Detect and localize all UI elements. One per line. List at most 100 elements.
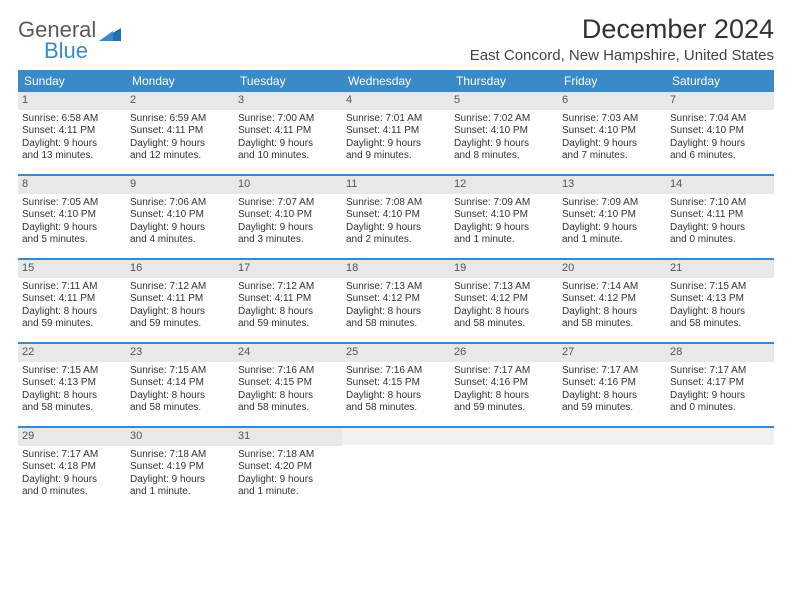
- day-number: 24: [234, 344, 342, 362]
- day-cell: 5Sunrise: 7:02 AMSunset: 4:10 PMDaylight…: [450, 92, 558, 174]
- daylight-line: and 2 minutes.: [346, 234, 446, 247]
- day-number: 15: [18, 260, 126, 278]
- sunset-line: Sunset: 4:10 PM: [562, 125, 662, 138]
- day-cell: 20Sunrise: 7:14 AMSunset: 4:12 PMDayligh…: [558, 260, 666, 342]
- daylight-line: and 59 minutes.: [22, 318, 122, 331]
- day-number: 18: [342, 260, 450, 278]
- logo: General Blue: [18, 20, 121, 61]
- daylight-line: and 8 minutes.: [454, 150, 554, 163]
- day-number: 28: [666, 344, 774, 362]
- daylight-line: and 58 minutes.: [562, 318, 662, 331]
- logo-word2: Blue: [44, 41, 121, 62]
- day-cell: 30Sunrise: 7:18 AMSunset: 4:19 PMDayligh…: [126, 428, 234, 510]
- day-cell: 8 Sunrise: 7:05 AMSunset: 4:10 PMDaylight…: [18, 176, 126, 258]
- sunrise-line: Sunrise: 7:04 AM: [670, 113, 770, 126]
- day-cell: 9Sunrise: 7:06 AMSunset: 4:10 PMDaylight…: [126, 176, 234, 258]
- day-number: 2: [126, 92, 234, 110]
- weeks-container: 1Sunrise: 6:58 AMSunset: 4:11 PMDaylight…: [18, 92, 774, 510]
- day-cell: [342, 428, 450, 510]
- daylight-line: and 58 minutes.: [238, 402, 338, 415]
- daylight-line: Daylight: 9 hours: [22, 222, 122, 235]
- daylight-line: and 58 minutes.: [454, 318, 554, 331]
- day-cell: 22Sunrise: 7:15 AMSunset: 4:13 PMDayligh…: [18, 344, 126, 426]
- day-cell: 15Sunrise: 7:11 AMSunset: 4:11 PMDayligh…: [18, 260, 126, 342]
- day-number: 23: [126, 344, 234, 362]
- daylight-line: and 0 minutes.: [670, 402, 770, 415]
- sunset-line: Sunset: 4:16 PM: [562, 377, 662, 390]
- sunset-line: Sunset: 4:10 PM: [238, 209, 338, 222]
- dow-wednesday: Wednesday: [342, 70, 450, 92]
- daylight-line: and 10 minutes.: [238, 150, 338, 163]
- daylight-line: and 13 minutes.: [22, 150, 122, 163]
- month-title: December 2024: [470, 14, 774, 45]
- daylight-line: Daylight: 8 hours: [22, 390, 122, 403]
- daylight-line: Daylight: 9 hours: [562, 138, 662, 151]
- week-row: 1Sunrise: 6:58 AMSunset: 4:11 PMDaylight…: [18, 92, 774, 176]
- day-number: 6: [558, 92, 666, 110]
- day-number: 3: [234, 92, 342, 110]
- day-number: 7: [666, 92, 774, 110]
- daylight-line: and 58 minutes.: [670, 318, 770, 331]
- daylight-line: and 59 minutes.: [238, 318, 338, 331]
- day-cell: 26Sunrise: 7:17 AMSunset: 4:16 PMDayligh…: [450, 344, 558, 426]
- sunrise-line: Sunrise: 7:06 AM: [130, 197, 230, 210]
- daylight-line: Daylight: 9 hours: [670, 222, 770, 235]
- sunrise-line: Sunrise: 7:13 AM: [346, 281, 446, 294]
- daylight-line: Daylight: 9 hours: [346, 138, 446, 151]
- daylight-line: and 12 minutes.: [130, 150, 230, 163]
- daylight-line: Daylight: 8 hours: [130, 390, 230, 403]
- daylight-line: and 7 minutes.: [562, 150, 662, 163]
- day-cell: 29Sunrise: 7:17 AMSunset: 4:18 PMDayligh…: [18, 428, 126, 510]
- daylight-line: Daylight: 8 hours: [454, 390, 554, 403]
- day-cell: 28Sunrise: 7:17 AMSunset: 4:17 PMDayligh…: [666, 344, 774, 426]
- header: General Blue December 2024 East Concord,…: [18, 14, 774, 64]
- daylight-line: Daylight: 9 hours: [238, 222, 338, 235]
- daylight-line: Daylight: 9 hours: [562, 222, 662, 235]
- daylight-line: and 1 minute.: [454, 234, 554, 247]
- day-number: 9: [126, 176, 234, 194]
- day-cell: 1Sunrise: 6:58 AMSunset: 4:11 PMDaylight…: [18, 92, 126, 174]
- daylight-line: and 59 minutes.: [562, 402, 662, 415]
- sunset-line: Sunset: 4:11 PM: [22, 125, 122, 138]
- day-cell: 6Sunrise: 7:03 AMSunset: 4:10 PMDaylight…: [558, 92, 666, 174]
- daylight-line: and 1 minute.: [130, 486, 230, 499]
- sunset-line: Sunset: 4:12 PM: [562, 293, 662, 306]
- daylight-line: Daylight: 9 hours: [130, 474, 230, 487]
- daylight-line: Daylight: 9 hours: [22, 138, 122, 151]
- sunset-line: Sunset: 4:15 PM: [346, 377, 446, 390]
- day-number: 12: [450, 176, 558, 194]
- sunset-line: Sunset: 4:11 PM: [130, 125, 230, 138]
- sunrise-line: Sunrise: 6:58 AM: [22, 113, 122, 126]
- daylight-line: Daylight: 9 hours: [454, 138, 554, 151]
- week-row: 15Sunrise: 7:11 AMSunset: 4:11 PMDayligh…: [18, 260, 774, 344]
- daylight-line: and 58 minutes.: [130, 402, 230, 415]
- daylight-line: Daylight: 8 hours: [238, 306, 338, 319]
- sunset-line: Sunset: 4:12 PM: [454, 293, 554, 306]
- day-number: 8: [18, 176, 126, 194]
- sunrise-line: Sunrise: 7:00 AM: [238, 113, 338, 126]
- sunrise-line: Sunrise: 7:05 AM: [22, 197, 122, 210]
- sunset-line: Sunset: 4:10 PM: [670, 125, 770, 138]
- dow-sunday: Sunday: [18, 70, 126, 92]
- sunrise-line: Sunrise: 7:15 AM: [22, 365, 122, 378]
- daylight-line: Daylight: 9 hours: [346, 222, 446, 235]
- day-cell: 7Sunrise: 7:04 AMSunset: 4:10 PMDaylight…: [666, 92, 774, 174]
- sunrise-line: Sunrise: 7:18 AM: [130, 449, 230, 462]
- day-number: 5: [450, 92, 558, 110]
- sunset-line: Sunset: 4:10 PM: [454, 125, 554, 138]
- day-number: 19: [450, 260, 558, 278]
- day-cell: 25Sunrise: 7:16 AMSunset: 4:15 PMDayligh…: [342, 344, 450, 426]
- daylight-line: and 4 minutes.: [130, 234, 230, 247]
- day-cell: 14Sunrise: 7:10 AMSunset: 4:11 PMDayligh…: [666, 176, 774, 258]
- sunrise-line: Sunrise: 7:10 AM: [670, 197, 770, 210]
- day-number: 21: [666, 260, 774, 278]
- sunset-line: Sunset: 4:18 PM: [22, 461, 122, 474]
- daylight-line: Daylight: 9 hours: [670, 390, 770, 403]
- sunset-line: Sunset: 4:10 PM: [22, 209, 122, 222]
- sunrise-line: Sunrise: 7:01 AM: [346, 113, 446, 126]
- daylight-line: Daylight: 9 hours: [238, 138, 338, 151]
- sunset-line: Sunset: 4:19 PM: [130, 461, 230, 474]
- day-number: 20: [558, 260, 666, 278]
- dow-friday: Friday: [558, 70, 666, 92]
- day-cell: [666, 428, 774, 510]
